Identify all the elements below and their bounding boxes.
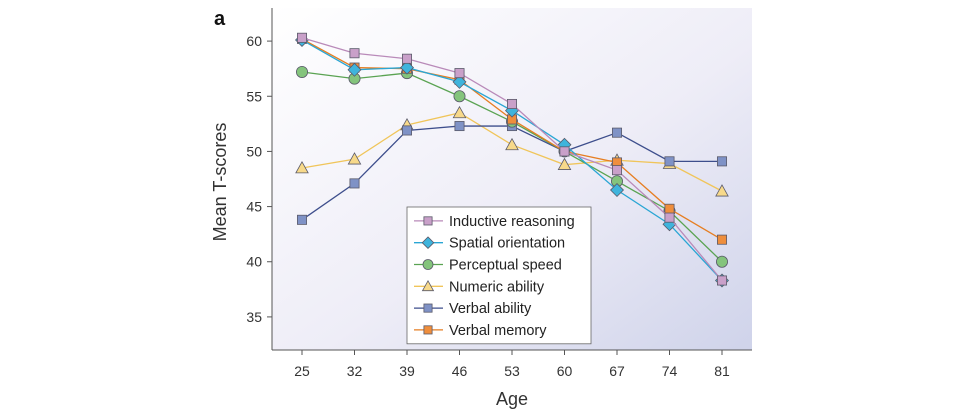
data-point — [399, 60, 415, 75]
data-point — [717, 234, 727, 245]
data-point — [453, 90, 466, 103]
data-point — [402, 53, 412, 64]
y-axis-title: Mean T-scores — [210, 123, 230, 242]
data-point — [559, 146, 570, 157]
legend-label: Perceptual speed — [449, 258, 562, 274]
legend-item: Verbal memory — [414, 323, 547, 339]
legend-item: Spatial orientation — [414, 236, 565, 252]
legend-marker — [422, 259, 434, 270]
data-point — [664, 156, 675, 167]
y-tick-label: 40 — [246, 254, 262, 270]
series-inductive-reasoning — [297, 32, 727, 286]
legend-label: Verbal memory — [449, 323, 547, 339]
data-point — [452, 74, 467, 89]
data-point — [612, 165, 622, 176]
legend-label: Spatial orientation — [449, 236, 565, 252]
legend-item: Verbal ability — [414, 301, 532, 317]
data-point — [349, 48, 360, 59]
legend-box — [406, 206, 592, 345]
data-point — [295, 65, 308, 78]
legend-marker — [421, 236, 435, 250]
data-point — [454, 121, 465, 132]
data-point — [664, 203, 675, 214]
data-point — [609, 183, 625, 198]
legend-label: Inductive reasoning — [449, 214, 575, 230]
panel-label: a — [214, 8, 226, 30]
data-point — [717, 275, 727, 286]
data-point — [612, 127, 622, 138]
data-point — [297, 214, 307, 225]
x-tick-label: 32 — [347, 363, 363, 379]
data-point — [297, 32, 307, 43]
y-tick-label: 45 — [246, 199, 262, 215]
data-point — [349, 178, 360, 189]
x-tick-label: 74 — [662, 363, 678, 379]
data-point — [454, 68, 465, 79]
y-tick-label: 35 — [246, 309, 262, 325]
x-tick-label: 67 — [609, 363, 625, 379]
data-point — [664, 212, 675, 223]
x-tick-label: 53 — [504, 363, 520, 379]
data-point — [557, 157, 572, 170]
data-point — [717, 156, 727, 167]
legend-marker — [423, 216, 433, 226]
legend-marker — [423, 325, 433, 335]
x-tick-label: 39 — [399, 363, 415, 379]
legend-item: Inductive reasoning — [414, 214, 575, 230]
data-point — [505, 137, 519, 151]
legend-item: Perceptual speed — [414, 258, 562, 274]
x-tick-label: 46 — [452, 363, 468, 379]
data-point — [715, 184, 729, 197]
x-axis-title: Age — [496, 389, 528, 409]
legend-label: Numeric ability — [449, 279, 545, 295]
data-point — [716, 255, 729, 268]
y-tick-label: 55 — [246, 88, 262, 104]
data-point — [347, 152, 362, 165]
data-point — [347, 62, 362, 77]
data-point — [402, 125, 412, 136]
data-point — [507, 98, 517, 109]
legend-marker — [423, 303, 433, 313]
data-point — [452, 105, 467, 119]
y-tick-label: 50 — [246, 143, 262, 159]
legend-label: Verbal ability — [449, 301, 532, 317]
legend-marker — [421, 279, 435, 292]
x-tick-label: 60 — [557, 363, 573, 379]
x-tick-label: 25 — [294, 363, 310, 379]
legend-item: Numeric ability — [414, 279, 545, 295]
x-tick-label: 81 — [714, 363, 730, 379]
y-tick-label: 60 — [246, 33, 262, 49]
data-point — [295, 160, 309, 174]
